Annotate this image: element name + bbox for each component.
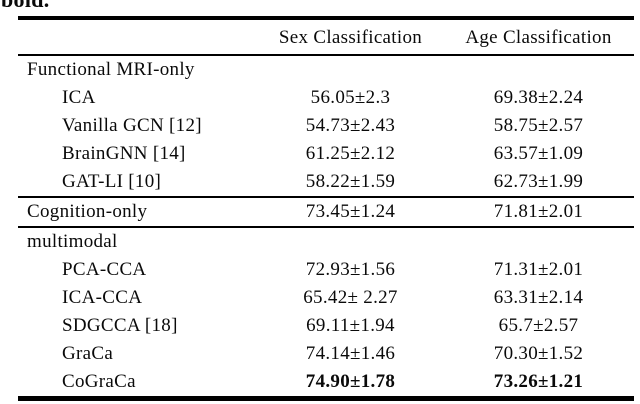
- section-label: Cognition-only: [27, 201, 148, 222]
- table-row: Cognition-only 73.45±1.24 71.81±2.01: [18, 198, 634, 226]
- age-classification-value: [443, 56, 634, 84]
- age-classification-value: 58.75±2.57: [493, 115, 584, 136]
- table-bottom-rule: [18, 396, 634, 401]
- section-rule: [18, 196, 634, 198]
- table-row: multimodal: [18, 228, 634, 256]
- table-top-rule: [18, 16, 634, 20]
- age-classification-value: 73.26±1.21: [493, 371, 584, 392]
- sex-classification-value: 74.14±1.46: [305, 343, 396, 364]
- section-label: Functional MRI-only: [27, 59, 195, 80]
- method-label: ICA: [62, 87, 96, 108]
- sex-classification-value: 54.73±2.43: [305, 115, 396, 136]
- header-empty-cell: [18, 20, 258, 54]
- table-row: Vanilla GCN [12] 54.73±2.43 58.75±2.57: [18, 112, 634, 140]
- age-classification-value: 63.31±2.14: [493, 287, 584, 308]
- sex-classification-value: 74.90±1.78: [305, 371, 396, 392]
- age-classification-value: 69.38±2.24: [493, 87, 584, 108]
- table-row: PCA-CCA 72.93±1.56 71.31±2.01: [18, 256, 634, 284]
- section-label: multimodal: [27, 231, 118, 252]
- age-classification-value: [443, 228, 634, 256]
- table-row: CoGraCa 74.90±1.78 73.26±1.21: [18, 368, 634, 396]
- method-label: SDGCCA [18]: [62, 315, 178, 336]
- sex-classification-value: 58.22±1.59: [305, 171, 396, 192]
- table-row: BrainGNN [14] 61.25±2.12 63.57±1.09: [18, 140, 634, 168]
- age-classification-value: 70.30±1.52: [493, 343, 584, 364]
- method-label: CoGraCa: [62, 371, 136, 392]
- table-row: ICA 56.05±2.3 69.38±2.24: [18, 84, 634, 112]
- method-label: Vanilla GCN [12]: [62, 115, 202, 136]
- age-classification-value: 65.7±2.57: [498, 315, 579, 336]
- table-header-row: Sex Classification Age Classification: [18, 20, 634, 54]
- method-label: BrainGNN [14]: [62, 143, 186, 164]
- table-row: SDGCCA [18] 69.11±1.94 65.7±2.57: [18, 312, 634, 340]
- age-classification-value: 62.73±1.99: [493, 171, 584, 192]
- column-header-age-classification: Age Classification: [465, 27, 612, 48]
- sex-classification-value: [258, 56, 443, 84]
- method-label: GAT-LI [10]: [62, 171, 162, 192]
- method-label: PCA-CCA: [62, 259, 147, 280]
- method-label: ICA-CCA: [62, 287, 143, 308]
- header-rule: [18, 54, 634, 56]
- sex-classification-value: [258, 228, 443, 256]
- age-classification-value: 63.57±1.09: [493, 143, 584, 164]
- column-header-sex-classification: Sex Classification: [278, 27, 423, 48]
- sex-classification-value: 65.42± 2.27: [303, 287, 398, 308]
- method-label: GraCa: [62, 343, 114, 364]
- sex-classification-value: 61.25±2.12: [305, 143, 396, 164]
- table-row: Functional MRI-only: [18, 56, 634, 84]
- table-body: Functional MRI-only ICA 56.05±2.3 69.38±2.2…: [18, 56, 634, 396]
- table-row: ICA-CCA 65.42± 2.27 63.31±2.14: [18, 284, 634, 312]
- sex-classification-value: 73.45±1.24: [305, 201, 396, 222]
- age-classification-value: 71.81±2.01: [493, 201, 584, 222]
- age-classification-value: 71.31±2.01: [493, 259, 584, 280]
- sex-classification-value: 72.93±1.56: [305, 259, 396, 280]
- section-rule: [18, 226, 634, 228]
- table-row: GraCa 74.14±1.46 70.30±1.52: [18, 340, 634, 368]
- sex-classification-value: 69.11±1.94: [306, 315, 395, 336]
- caption-fragment: bold.: [1, 0, 50, 13]
- results-table: Sex Classification Age Classification Fu…: [18, 16, 634, 401]
- table-row: GAT-LI [10] 58.22±1.59 62.73±1.99: [18, 168, 634, 196]
- sex-classification-value: 56.05±2.3: [310, 87, 391, 108]
